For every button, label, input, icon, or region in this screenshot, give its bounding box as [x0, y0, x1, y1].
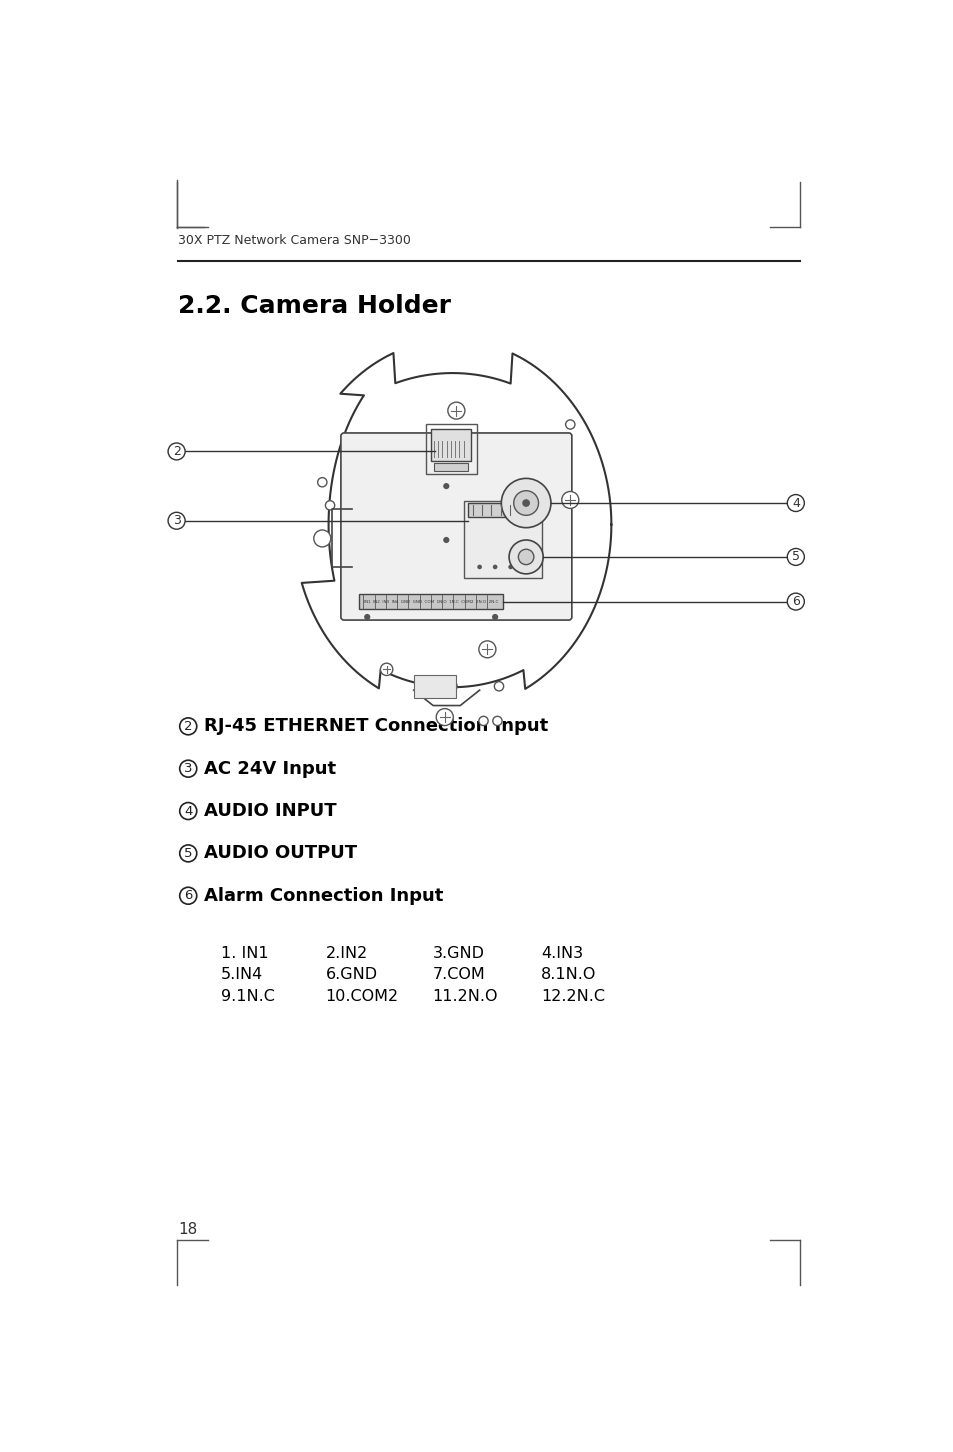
Circle shape — [447, 681, 456, 691]
Circle shape — [436, 709, 453, 726]
Circle shape — [494, 681, 503, 691]
Circle shape — [517, 549, 534, 565]
Circle shape — [478, 640, 496, 658]
Circle shape — [493, 565, 497, 569]
Text: 3.GND: 3.GND — [432, 945, 484, 961]
Circle shape — [500, 478, 550, 527]
Circle shape — [179, 845, 196, 862]
Circle shape — [168, 513, 185, 529]
Circle shape — [509, 484, 516, 489]
Text: 2.IN2: 2.IN2 — [325, 945, 367, 961]
Circle shape — [513, 491, 537, 515]
Text: 10.COM2: 10.COM2 — [325, 989, 398, 1003]
Text: 6: 6 — [791, 595, 799, 608]
Text: 2.2. Camera Holder: 2.2. Camera Holder — [178, 293, 451, 318]
Text: 18: 18 — [178, 1221, 197, 1237]
Circle shape — [179, 717, 196, 735]
Bar — [414, 675, 456, 698]
Circle shape — [380, 664, 393, 675]
Circle shape — [364, 614, 370, 620]
Text: 2: 2 — [172, 444, 180, 457]
Circle shape — [179, 803, 196, 819]
Text: 30X PTZ Network Camera SNP−3300: 30X PTZ Network Camera SNP−3300 — [178, 234, 411, 247]
Text: AUDIO OUTPUT: AUDIO OUTPUT — [204, 845, 357, 862]
Circle shape — [786, 592, 803, 610]
Text: 12.2N.C: 12.2N.C — [540, 989, 604, 1003]
Text: 5: 5 — [184, 847, 193, 860]
Text: Alarm Connection Input: Alarm Connection Input — [204, 887, 443, 905]
Text: 5: 5 — [791, 550, 799, 563]
Text: 2: 2 — [184, 720, 193, 733]
Circle shape — [476, 565, 481, 569]
Text: 4: 4 — [184, 804, 193, 817]
Text: AUDIO INPUT: AUDIO INPUT — [204, 802, 336, 820]
Bar — [468, 502, 521, 517]
Bar — [426, 424, 476, 473]
Circle shape — [492, 614, 497, 620]
Text: RJ-45 ETHERNET Connection Input: RJ-45 ETHERNET Connection Input — [204, 717, 548, 735]
Circle shape — [508, 565, 513, 569]
Text: 9.1N.C: 9.1N.C — [220, 989, 274, 1003]
Text: 3: 3 — [184, 762, 193, 775]
Text: 1. IN1: 1. IN1 — [220, 945, 268, 961]
Text: 6: 6 — [184, 889, 193, 902]
Text: 5.IN4: 5.IN4 — [220, 967, 263, 983]
Circle shape — [509, 540, 542, 574]
Text: 3: 3 — [172, 514, 180, 527]
Circle shape — [565, 420, 575, 430]
Circle shape — [317, 478, 327, 486]
Text: 4.IN3: 4.IN3 — [540, 945, 582, 961]
Circle shape — [521, 499, 530, 507]
Circle shape — [168, 443, 185, 460]
FancyBboxPatch shape — [340, 433, 571, 620]
Circle shape — [179, 761, 196, 777]
Text: 11.2N.O: 11.2N.O — [432, 989, 497, 1003]
Circle shape — [325, 501, 335, 510]
Circle shape — [443, 537, 449, 543]
Circle shape — [443, 484, 449, 489]
Circle shape — [786, 495, 803, 511]
Bar — [359, 594, 502, 610]
Circle shape — [478, 716, 488, 726]
Text: 4: 4 — [791, 497, 799, 510]
Text: 6.GND: 6.GND — [325, 967, 377, 983]
Circle shape — [493, 716, 501, 726]
Circle shape — [179, 887, 196, 905]
Circle shape — [561, 491, 578, 508]
Text: 7.COM: 7.COM — [432, 967, 484, 983]
Circle shape — [314, 530, 331, 547]
Circle shape — [786, 549, 803, 565]
Text: 8.1N.O: 8.1N.O — [540, 967, 596, 983]
Circle shape — [447, 402, 464, 420]
Bar — [434, 463, 468, 470]
Bar — [464, 501, 541, 578]
Text: IN1  IN2  IN3  IN4  GND  GND  COM  1N.O  1N.C  COM2  2N.O  2N.C: IN1 IN2 IN3 IN4 GND GND COM 1N.O 1N.C CO… — [364, 600, 497, 604]
Bar — [431, 430, 471, 462]
Text: AC 24V Input: AC 24V Input — [204, 759, 336, 778]
